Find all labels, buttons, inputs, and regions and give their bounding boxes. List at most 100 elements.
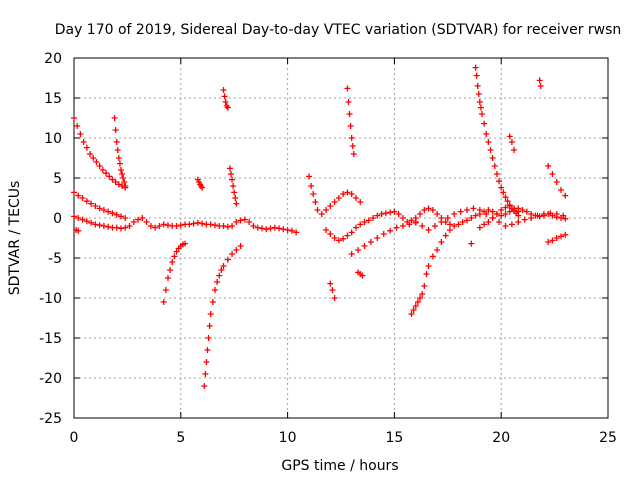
- data-point: [100, 223, 107, 229]
- data-point: [434, 247, 441, 253]
- data-point: [485, 207, 492, 213]
- data-point: [233, 247, 240, 253]
- data-point: [109, 210, 116, 217]
- data-point: [164, 222, 171, 229]
- data-point: [521, 216, 528, 223]
- data-point: [160, 221, 167, 228]
- data-point: [314, 207, 321, 213]
- data-point: [79, 195, 86, 201]
- data-point: [232, 195, 239, 201]
- data-point: [560, 212, 567, 219]
- data-point: [71, 213, 77, 220]
- data-point: [202, 371, 209, 377]
- data-point: [167, 267, 174, 273]
- y-tick-label: -20: [39, 371, 62, 387]
- data-point: [221, 93, 228, 100]
- data-point: [74, 123, 81, 129]
- data-point: [496, 219, 503, 225]
- data-point: [508, 139, 515, 145]
- data-point: [472, 64, 479, 71]
- data-point: [340, 191, 347, 197]
- data-point: [498, 212, 505, 219]
- data-point: [464, 217, 471, 224]
- data-point: [226, 165, 233, 172]
- data-point: [470, 205, 477, 212]
- data-point: [96, 222, 103, 229]
- data-point: [160, 299, 167, 305]
- data-point: [545, 239, 552, 245]
- data-point: [442, 232, 449, 239]
- data-point: [71, 189, 77, 196]
- data-point: [504, 198, 511, 205]
- data-point: [117, 167, 124, 173]
- data-point: [350, 151, 357, 157]
- data-point: [115, 181, 122, 188]
- data-point: [451, 223, 458, 229]
- data-point: [553, 179, 560, 185]
- data-point: [370, 215, 377, 221]
- data-point: [562, 215, 569, 222]
- data-point: [115, 155, 122, 161]
- data-point: [515, 219, 522, 225]
- data-point: [502, 194, 509, 201]
- data-point: [222, 99, 229, 105]
- data-point: [549, 171, 556, 177]
- data-point: [485, 139, 492, 145]
- data-point: [382, 210, 389, 217]
- data-point: [361, 243, 368, 249]
- data-point: [352, 224, 359, 231]
- data-point: [205, 335, 212, 341]
- data-point: [87, 151, 94, 157]
- data-point: [523, 208, 530, 215]
- data-point: [387, 209, 394, 216]
- data-point: [80, 139, 87, 145]
- data-point: [558, 187, 565, 193]
- data-point: [105, 223, 112, 230]
- data-point: [88, 219, 95, 226]
- data-point: [120, 175, 127, 181]
- data-point: [558, 233, 565, 240]
- y-tick-label: 0: [53, 211, 62, 227]
- x-tick-label: 20: [492, 430, 510, 446]
- data-point: [361, 219, 368, 225]
- data-point: [502, 211, 509, 217]
- data-point: [318, 211, 325, 217]
- y-tick-label: 5: [53, 171, 62, 187]
- data-point: [100, 207, 107, 213]
- data-point: [344, 232, 351, 239]
- data-point: [135, 216, 142, 223]
- data-point: [423, 271, 430, 277]
- data-point: [83, 198, 90, 205]
- data-point: [410, 307, 417, 313]
- data-point: [276, 225, 283, 232]
- data-point: [206, 323, 213, 329]
- data-point: [534, 212, 541, 219]
- grid: [74, 58, 608, 418]
- data-point: [220, 87, 227, 93]
- data-point: [111, 115, 118, 121]
- data-point: [75, 215, 82, 221]
- data-point: [211, 222, 218, 229]
- data-point: [380, 231, 387, 237]
- data-point: [271, 224, 278, 231]
- data-point: [412, 219, 419, 225]
- data-point: [106, 173, 113, 180]
- data-point: [122, 183, 129, 189]
- data-point: [506, 203, 513, 209]
- data-point: [329, 287, 336, 293]
- data-point: [425, 205, 432, 212]
- data-point: [348, 251, 355, 257]
- data-point: [207, 221, 214, 228]
- data-point: [130, 219, 137, 225]
- data-point: [335, 237, 342, 244]
- data-point: [229, 223, 236, 229]
- data-point: [408, 217, 415, 224]
- data-point: [308, 183, 315, 189]
- y-axis-label: SDTVAR / TECUs: [7, 181, 23, 296]
- data-point: [331, 295, 338, 301]
- data-point: [224, 104, 231, 111]
- data-point: [429, 207, 436, 213]
- data-point: [327, 280, 334, 287]
- data-point: [493, 171, 500, 177]
- data-point: [457, 208, 464, 215]
